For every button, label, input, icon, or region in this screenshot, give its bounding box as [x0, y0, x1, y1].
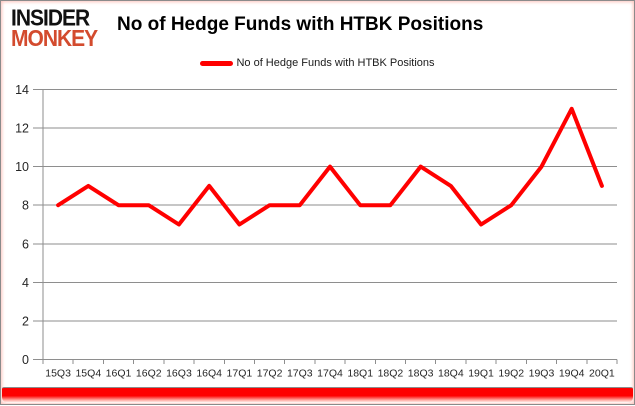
logo-text-insider: INSIDER [11, 5, 90, 31]
svg-text:17Q2: 17Q2 [257, 368, 283, 380]
svg-text:17Q1: 17Q1 [227, 368, 253, 380]
legend-line-marker [200, 60, 234, 66]
svg-text:20Q1: 20Q1 [589, 368, 615, 380]
svg-text:17Q3: 17Q3 [287, 368, 313, 380]
svg-text:15Q3: 15Q3 [45, 368, 71, 380]
svg-text:18Q3: 18Q3 [408, 368, 434, 380]
legend-series-label: No of Hedge Funds with HTBK Positions [236, 57, 435, 69]
svg-text:16Q1: 16Q1 [106, 368, 132, 380]
svg-text:8: 8 [22, 199, 29, 213]
legend: No of Hedge Funds with HTBK Positions [1, 57, 634, 69]
svg-text:18Q2: 18Q2 [378, 368, 404, 380]
svg-text:16Q3: 16Q3 [166, 368, 192, 380]
bottom-red-bar [2, 387, 633, 403]
svg-text:4: 4 [22, 276, 29, 290]
svg-text:19Q4: 19Q4 [559, 368, 585, 380]
svg-text:19Q2: 19Q2 [498, 368, 524, 380]
logo-text-monkey: MONKEY [11, 26, 98, 52]
svg-text:17Q4: 17Q4 [317, 368, 343, 380]
svg-text:10: 10 [15, 160, 29, 174]
insider-monkey-logo: INSIDER MONKEY [11, 5, 98, 52]
svg-text:12: 12 [15, 122, 29, 136]
svg-text:18Q4: 18Q4 [438, 368, 464, 380]
svg-text:16Q4: 16Q4 [196, 368, 222, 380]
svg-text:18Q1: 18Q1 [347, 368, 373, 380]
svg-text:0: 0 [22, 353, 29, 367]
chart-title: No of Hedge Funds with HTBK Positions [117, 14, 484, 35]
svg-text:19Q3: 19Q3 [529, 368, 555, 380]
svg-text:15Q4: 15Q4 [75, 368, 101, 380]
svg-text:14: 14 [15, 83, 29, 97]
svg-text:19Q1: 19Q1 [468, 368, 494, 380]
svg-text:16Q2: 16Q2 [136, 368, 162, 380]
svg-text:6: 6 [22, 237, 29, 251]
svg-text:2: 2 [22, 314, 29, 328]
